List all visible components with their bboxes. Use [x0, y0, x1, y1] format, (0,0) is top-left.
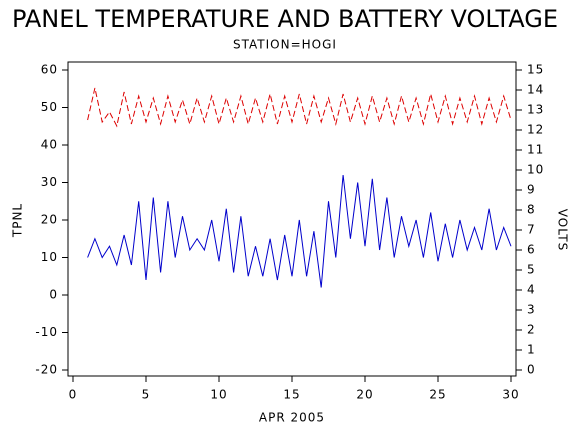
chart-title: PANEL TEMPERATURE AND BATTERY VOLTAGE: [12, 5, 558, 33]
y-tick-label: -20: [35, 363, 58, 377]
y-tick-label: 20: [41, 213, 58, 227]
y2-tick-label: 13: [527, 103, 544, 117]
y2-axis-label: VOLTS: [556, 209, 570, 251]
y2-tick-label: 14: [527, 83, 544, 97]
series-line: [87, 87, 512, 128]
y2-tick-label: 7: [527, 223, 536, 237]
y-tick-label: 50: [41, 100, 58, 114]
x-tick-label: 0: [69, 388, 78, 402]
y-tick-label: 0: [49, 288, 58, 302]
y2-tick-label: 6: [527, 243, 536, 257]
x-tick-label: 30: [502, 388, 519, 402]
x-tick-label: 25: [429, 388, 446, 402]
y2-tick-label: 5: [527, 263, 536, 277]
y2-tick-label: 4: [527, 283, 536, 297]
y-tick-label: -10: [35, 325, 58, 339]
x-tick-label: 15: [283, 388, 300, 402]
y2-tick-label: 1: [527, 343, 536, 357]
x-tick-label: 10: [210, 388, 227, 402]
y2-tick-label: 15: [527, 63, 544, 77]
y2-tick-label: 3: [527, 303, 536, 317]
y2-tick-label: 11: [527, 143, 544, 157]
x-tick-label: 20: [356, 388, 373, 402]
y2-tick-label: 0: [527, 363, 536, 377]
y-tick-label: 30: [41, 175, 58, 189]
y-tick-label: 40: [41, 138, 58, 152]
y2-tick-label: 9: [527, 183, 536, 197]
y-axis-label: TPNL: [11, 203, 25, 238]
series-line: [87, 174, 512, 288]
y2-tick-label: 10: [527, 163, 544, 177]
chart-subtitle: STATION=HOGI: [233, 38, 337, 52]
x-axis-label: APR 2005: [259, 411, 325, 425]
y2-tick-label: 2: [527, 323, 536, 337]
y2-tick-label: 12: [527, 123, 544, 137]
y-tick-label: 10: [41, 250, 58, 264]
x-tick-label: 5: [142, 388, 151, 402]
y-tick-label: 60: [41, 63, 58, 77]
y2-tick-label: 8: [527, 203, 536, 217]
